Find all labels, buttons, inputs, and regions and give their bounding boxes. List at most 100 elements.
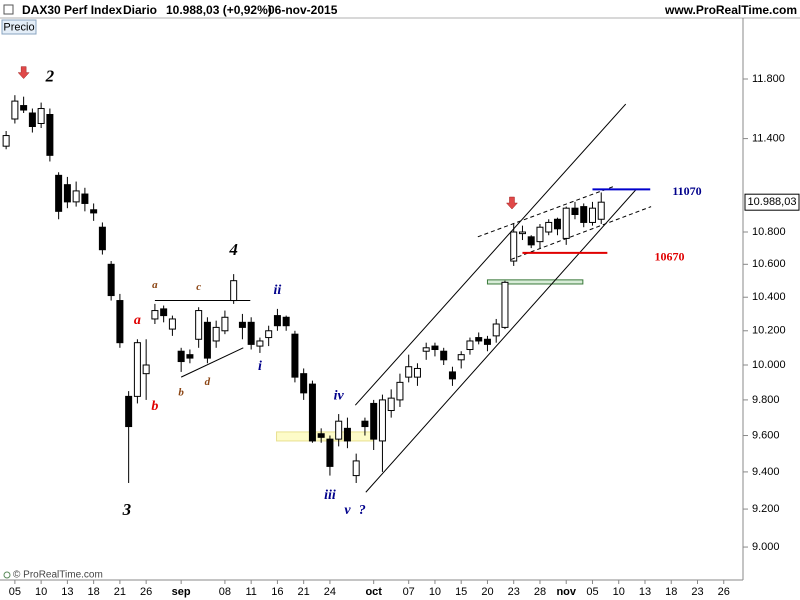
x-tick-label: 26 bbox=[140, 586, 152, 598]
wave-label: 2 bbox=[45, 66, 55, 85]
y-tick-label: 9.600 bbox=[752, 429, 780, 441]
x-tick-label: oct bbox=[365, 586, 382, 598]
candle-body bbox=[133, 342, 141, 397]
wave-label: b bbox=[151, 399, 158, 414]
wave-label: 3 bbox=[122, 500, 132, 519]
price-label-box bbox=[744, 193, 800, 211]
candle-body bbox=[81, 193, 89, 204]
precio-label[interactable]: Precio bbox=[3, 21, 34, 33]
y-tick-label: 10.400 bbox=[752, 291, 786, 303]
x-tick-label: 24 bbox=[324, 586, 336, 598]
y-tick-label: 10.000 bbox=[752, 359, 786, 371]
candle-body bbox=[168, 318, 176, 330]
x-tick-label: 21 bbox=[298, 586, 310, 598]
candle-body bbox=[378, 399, 386, 442]
candle-body bbox=[116, 300, 124, 344]
candle-body bbox=[396, 381, 404, 401]
candle-body bbox=[300, 373, 308, 394]
candle-body bbox=[221, 316, 229, 332]
arrow-marker bbox=[17, 66, 30, 79]
candle-body bbox=[247, 321, 255, 345]
instrument: DAX30 Perf Index bbox=[22, 3, 122, 17]
candle-body bbox=[203, 321, 211, 359]
x-tick-label: 13 bbox=[639, 586, 651, 598]
candle-body bbox=[151, 310, 159, 320]
period: Diario bbox=[123, 3, 157, 17]
wave-label: ? bbox=[359, 503, 366, 518]
y-tick-label: 9.000 bbox=[752, 541, 780, 553]
candle-body bbox=[326, 438, 334, 467]
candle-body bbox=[230, 280, 238, 302]
candle-body bbox=[343, 427, 351, 442]
candle-body bbox=[553, 218, 561, 230]
candle-body bbox=[160, 308, 168, 317]
candle-body bbox=[352, 460, 360, 477]
candle-body bbox=[571, 207, 579, 216]
candle-body bbox=[562, 207, 570, 239]
x-tick-label: 18 bbox=[88, 586, 100, 598]
candle-body bbox=[238, 321, 246, 328]
zone bbox=[486, 279, 584, 285]
candle-body bbox=[536, 226, 544, 243]
footer-icon bbox=[3, 571, 11, 579]
x-tick-label: 23 bbox=[691, 586, 703, 598]
candle-body bbox=[20, 105, 28, 111]
candle-body bbox=[518, 231, 526, 235]
x-tick-label: 20 bbox=[481, 586, 493, 598]
quote: 10.988,03 (+0,92%) bbox=[166, 3, 272, 17]
candle-body bbox=[177, 350, 185, 363]
candle-body bbox=[448, 371, 456, 380]
candle-body bbox=[317, 433, 325, 438]
candle-body bbox=[125, 395, 133, 428]
arrow-marker bbox=[505, 196, 519, 210]
candle-body bbox=[483, 338, 491, 345]
candle-body bbox=[11, 100, 19, 120]
wave-label: b bbox=[178, 386, 184, 398]
candle-body bbox=[55, 174, 63, 212]
y-tick-label: 10.600 bbox=[752, 258, 786, 270]
price-label: 10.988,03 bbox=[748, 196, 797, 208]
footer: © ProRealTime.com bbox=[13, 570, 103, 581]
candle-body bbox=[107, 263, 115, 297]
y-tick-label: 11.400 bbox=[752, 132, 785, 144]
wave-label: a bbox=[134, 313, 141, 328]
precio-button[interactable] bbox=[1, 19, 37, 35]
wave-label: d bbox=[205, 376, 211, 388]
wave-label: iii bbox=[324, 488, 336, 503]
wave-label: v bbox=[344, 503, 351, 518]
y-tick-label: 10.800 bbox=[752, 226, 786, 238]
x-tick-label: 11 bbox=[245, 586, 256, 598]
candle-body bbox=[90, 209, 98, 214]
candle-body bbox=[273, 315, 281, 327]
candle-body bbox=[440, 350, 448, 361]
y-tick-label: 10.200 bbox=[752, 325, 786, 337]
trend-line bbox=[354, 103, 627, 406]
wave-label: c bbox=[196, 281, 201, 293]
x-tick-label: 05 bbox=[586, 586, 598, 598]
y-tick-label: 9.400 bbox=[752, 466, 780, 478]
candle-body bbox=[186, 354, 194, 359]
candle-body bbox=[2, 135, 10, 147]
candle-body bbox=[466, 340, 474, 351]
candle-body bbox=[510, 231, 518, 262]
x-tick-label: 26 bbox=[718, 586, 730, 598]
header-icon[interactable] bbox=[3, 4, 14, 15]
x-tick-label: 21 bbox=[114, 586, 126, 598]
candle-body bbox=[291, 333, 299, 378]
y-tick-label: 11.800 bbox=[752, 73, 785, 85]
candle-body bbox=[98, 226, 106, 251]
candle-body bbox=[597, 201, 605, 220]
x-tick-label: 08 bbox=[219, 586, 231, 598]
x-tick-label: 15 bbox=[455, 586, 467, 598]
date: 06-nov-2015 bbox=[268, 3, 338, 17]
candle-body bbox=[475, 337, 483, 342]
candle-body bbox=[308, 383, 316, 442]
x-tick-label: sep bbox=[172, 586, 191, 598]
candle-body bbox=[256, 340, 264, 347]
trend-line bbox=[477, 185, 615, 238]
trend-line bbox=[180, 347, 244, 378]
wave-label: a bbox=[152, 279, 158, 291]
